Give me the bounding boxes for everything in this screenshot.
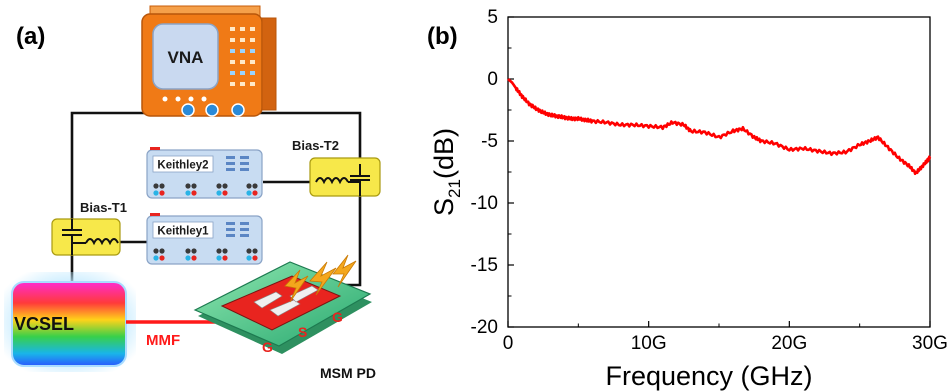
vcsel-device: VCSEL	[4, 272, 136, 372]
y-tick-label: -10	[471, 193, 498, 214]
y-tick-label: 5	[487, 7, 498, 28]
x-tick-label: 20G	[771, 333, 807, 354]
y-axis-label: S21(dB)	[429, 128, 464, 216]
bias-t1-label: Bias-T1	[80, 200, 127, 215]
keithley2-jacks	[153, 183, 258, 196]
wire-vna-to-biast2	[238, 111, 362, 173]
y-axis-label-main: S	[429, 198, 459, 216]
x-tick-label: 30G	[912, 333, 947, 354]
bias-t1: Bias-T1	[51, 200, 127, 256]
msm-pd-device: G S G MSM PD	[193, 254, 376, 381]
vna-label: VNA	[168, 48, 204, 67]
pd-electrode-labels: G S G	[262, 309, 343, 355]
panel-b: (b) 0 10G 20G 30G 5 0 -5 -10 -15 -20 Frequency (GH…	[427, 7, 947, 391]
keithley1-jacks	[153, 248, 258, 261]
vna-small-ports	[162, 96, 207, 102]
x-tick-label: 10G	[631, 333, 667, 354]
pd-fingers	[253, 285, 319, 317]
y-tick-label: -20	[471, 317, 498, 338]
svg-text:G: G	[262, 339, 273, 355]
y-tick-label: -5	[481, 131, 498, 152]
keithley2-label: Keithley2	[157, 160, 208, 172]
panel-a: (a) VNA	[4, 5, 381, 381]
mmf-fiber: MMF	[126, 320, 215, 349]
y-axis-label-sub: 21	[445, 179, 464, 198]
msm-pd-label: MSM PD	[320, 365, 376, 381]
keithley2-instrument: Keithley2	[146, 147, 263, 199]
keithley1-label: Keithley1	[157, 226, 209, 238]
s21-chart: 0 10G 20G 30G 5 0 -5 -10 -15 -20 Frequency (GHz) S2…	[429, 7, 947, 391]
bias-t2: Bias-T2	[292, 138, 381, 197]
vna-screen	[152, 23, 219, 90]
y-axis-label-suffix: (dB)	[429, 128, 459, 179]
mmf-label: MMF	[146, 332, 180, 349]
vcsel-label: VCSEL	[14, 314, 74, 334]
panel-a-label: (a)	[16, 23, 45, 50]
y-tick-label: -15	[471, 255, 498, 276]
keithley1-instrument: Keithley1	[146, 213, 263, 265]
vna-ports	[181, 103, 245, 117]
svg-text:S: S	[298, 324, 307, 340]
plot-frame	[507, 16, 931, 328]
s21-series-line	[507, 78, 932, 176]
bias-t2-label: Bias-T2	[292, 138, 339, 153]
pd-lightning	[284, 254, 357, 303]
y-tick-label: 0	[487, 69, 498, 90]
vna-keypad	[230, 27, 255, 86]
svg-text:G: G	[332, 309, 343, 325]
panel-b-label: (b)	[427, 23, 458, 50]
vna-instrument: VNA	[141, 5, 277, 117]
x-axis-label: Frequency (GHz)	[605, 361, 812, 391]
x-tick-label: 0	[503, 333, 514, 354]
